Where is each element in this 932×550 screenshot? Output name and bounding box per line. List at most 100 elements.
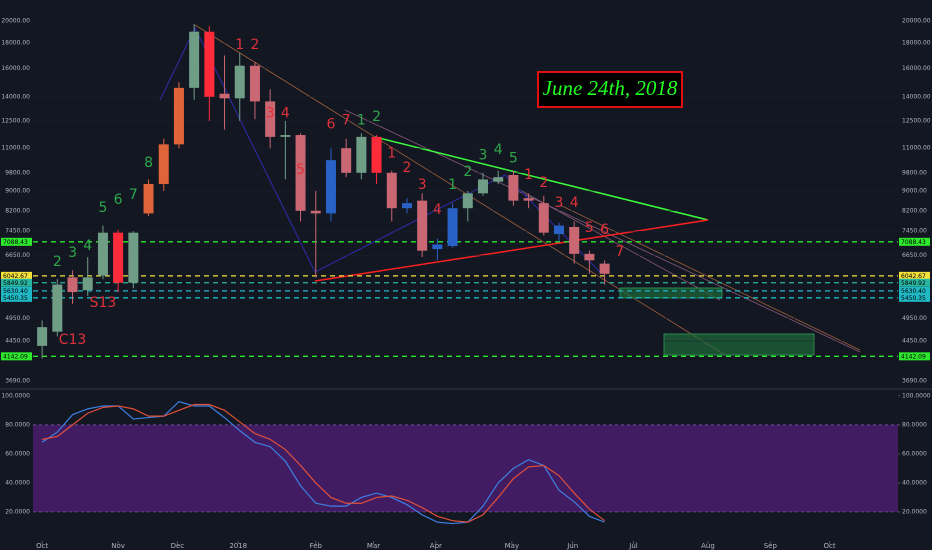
level-label: 5849.92 [3,280,28,287]
level-label: 6042.67 [3,273,28,280]
level-label: 5630.40 [3,288,28,295]
sequence-label: 6 [600,222,609,238]
x-tick-label: Mar [367,542,380,550]
sequence-label: 3 [479,147,488,163]
level-tag [1,286,32,295]
sequence-label: 7 [342,112,351,128]
y-tick-label: 4950.00 [5,315,30,322]
candle-body [599,263,610,274]
y-tick-label: 6650.00 [5,252,30,259]
sequence-label: 3 [555,195,564,211]
candle-body [37,327,48,346]
sequence-label: C13 [59,332,87,348]
sequence-label: 3 [68,245,77,261]
sequence-label: 8 [144,155,153,171]
candle-body [553,225,564,235]
candle-body [234,65,245,99]
candle-body [341,148,352,173]
y-tick-label: 4950.00 [902,315,927,322]
y-tick-label: 3690.00 [902,377,927,384]
candle-body [417,200,428,251]
date-note: June 24th, 2018 [543,76,678,100]
y-tick-label: 6650.00 [902,252,927,259]
resistance-line [374,136,709,221]
candle-body [508,174,519,201]
candle-body [82,277,93,291]
candle-body [128,232,139,283]
sequence-label: 5 [296,162,305,178]
candle-body [173,87,184,145]
sequence-label: 3 [418,177,427,193]
y-tick-label: 9000.00 [5,187,30,194]
y-tick-label: 100.0000 [902,392,931,399]
y-tick-label: 20000.00 [1,17,30,24]
y-tick-label: 100.0000 [1,392,30,399]
candle-body [462,193,473,209]
candle-body [386,172,397,209]
date-box [537,71,683,108]
sequence-label: 5 [98,200,107,216]
candle-body [249,65,260,102]
x-tick-label: Dec [171,542,185,550]
sequence-label: 2 [372,109,381,125]
y-tick-label: 16000.00 [902,65,931,72]
x-tick-label: Aug [701,542,715,550]
level-tag [899,352,930,361]
y-tick-label: 7450.00 [902,228,927,235]
y-tick-label: 14000.00 [1,93,30,100]
level-tag [1,278,32,287]
y-tick-label: 7450.00 [5,228,30,235]
y-tick-label: 9000.00 [902,187,927,194]
sequence-label: 1 [448,177,457,193]
x-tick-label: 2018 [229,542,247,550]
candle-body [401,203,412,209]
candle-body [477,179,488,194]
drawings [159,24,861,356]
y-tick-label: 20.0000 [902,508,927,515]
sequence-label: S13 [90,295,117,311]
y-tick-label: 40.0000 [5,479,30,486]
y-tick-label: 4450.00 [902,338,927,345]
y-tick-label: 60.0000 [5,450,30,457]
x-tick-label: Apr [430,542,442,550]
level-label: 7088.43 [901,239,926,246]
y-tick-label: 11000.00 [902,145,931,152]
y-tick-label: 80.0000 [902,421,927,428]
y-tick-label: 9800.00 [902,169,927,176]
x-tick-label: Feb [310,542,323,550]
sequence-label: 1 [387,145,396,161]
support-line [314,219,709,282]
level-tag [1,293,32,302]
y-tick-label: 20000.00 [902,17,931,24]
sequence-label: 3 [266,105,275,121]
sequence-label: 5 [585,220,594,236]
candle-body [356,136,367,173]
candle-body [371,136,382,173]
y-tick-label: 12500.00 [1,117,30,124]
candle-body [143,183,154,214]
sequence-label: 1 [524,167,533,183]
sequence-label: 2 [250,37,259,53]
level-label: 5849.92 [901,280,926,287]
x-tick-label: Jun [566,542,578,550]
trend-line [519,189,721,301]
candle-body [204,31,215,97]
level-label: 4142.09 [3,353,28,360]
x-tick-label: Nov [111,542,125,550]
candle-body [523,198,534,201]
x-tick-label: May [505,542,519,550]
candle-body [295,135,306,211]
sequence-label: 5 [509,150,518,166]
y-tick-label: 8200.00 [902,207,927,214]
x-tick-label: Jul [628,542,638,550]
level-tag [899,286,930,295]
level-label: 5630.40 [901,288,926,295]
level-label: 6042.67 [901,273,926,280]
candle-body [569,226,580,254]
sequence-label: 4 [433,202,442,218]
sequence-label: 4 [281,105,290,121]
y-tick-label: 16000.00 [1,65,30,72]
sequence-label: 2 [539,175,548,191]
y-tick-label: 60.0000 [902,450,927,457]
